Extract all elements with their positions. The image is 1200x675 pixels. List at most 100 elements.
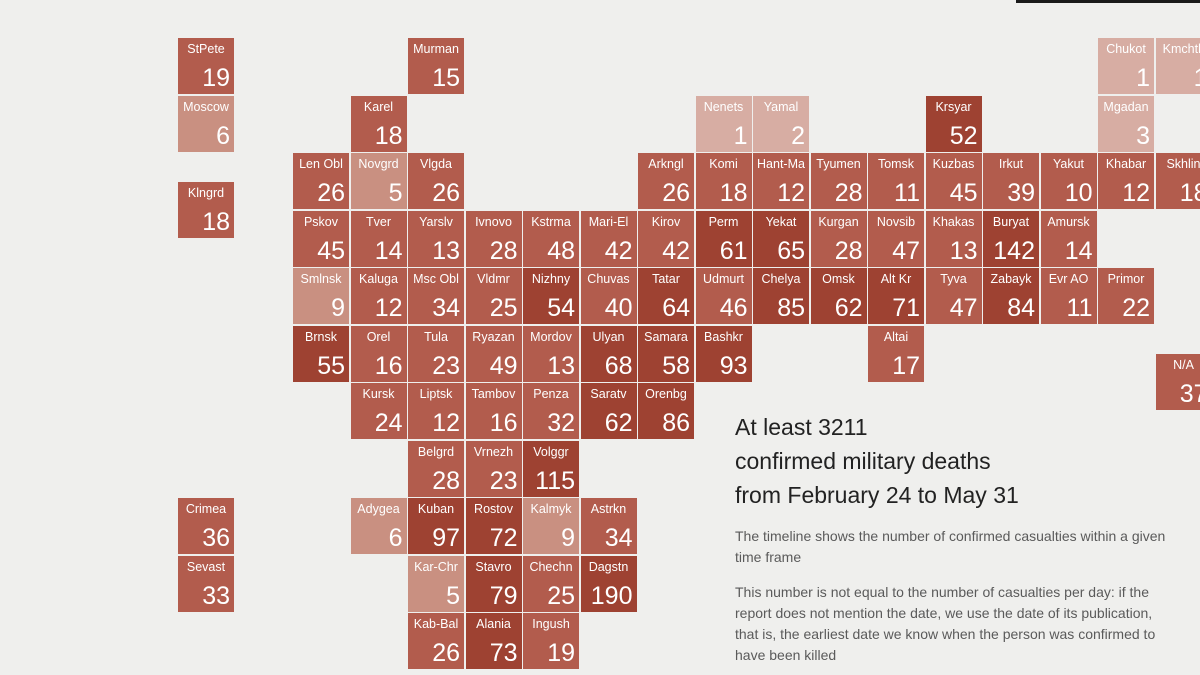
region-tile-krsyar[interactable]: Krsyar 52 [925,95,982,152]
region-tile-buryat[interactable]: Buryat 142 [983,210,1039,267]
region-tile-msc-obl[interactable]: Msc Obl 34 [408,268,464,324]
region-value: 45 [949,179,978,207]
region-tile-ulyan[interactable]: Ulyan 68 [580,325,637,382]
region-tile-tatar[interactable]: Tatar 64 [638,268,694,324]
region-tile-irkut[interactable]: Irkut 39 [983,153,1039,209]
region-tile-kuzbas[interactable]: Kuzbas 45 [925,153,982,209]
region-tile-khakas[interactable]: Khakas 13 [925,210,982,267]
region-tile-udmurt[interactable]: Udmurt 46 [695,268,752,324]
region-tile-evr-ao[interactable]: Evr AO 11 [1040,268,1097,324]
region-tile-len-obl[interactable]: Len Obl 26 [293,153,349,209]
region-tile-tyva[interactable]: Tyva 47 [925,268,982,324]
region-tile-rostov[interactable]: Rostov 72 [465,498,522,554]
region-tile-n-a[interactable]: N/A 37 [1155,354,1200,411]
region-tile-yarslv[interactable]: Yarslv 13 [408,210,464,267]
region-tile-sevast[interactable]: Sevast 33 [178,555,234,612]
region-tile-bashkr[interactable]: Bashkr 93 [695,325,752,382]
region-tile-komi[interactable]: Komi 18 [695,153,752,209]
region-tile-stpete[interactable]: StPete 19 [178,38,234,94]
region-tile-dagstn[interactable]: Dagstn 190 [580,555,637,612]
region-tile-karel[interactable]: Karel 18 [350,95,407,152]
region-tile-brnsk[interactable]: Brnsk 55 [293,325,349,382]
region-tile-novgrd[interactable]: Novgrd 5 [350,153,407,209]
region-tile-tver[interactable]: Tver 14 [350,210,407,267]
region-tile-vlgda[interactable]: Vlgda 26 [408,153,464,209]
region-tile-mordov[interactable]: Mordov 13 [523,325,579,382]
region-tile-stavro[interactable]: Stavro 79 [465,555,522,612]
region-tile-yakut[interactable]: Yakut 10 [1040,153,1097,209]
region-value: 190 [590,581,633,610]
region-tile-kursk[interactable]: Kursk 24 [350,383,407,439]
region-label: Klngrd [187,185,225,200]
region-label: Kuzbas [932,157,975,171]
region-tile-skhlin[interactable]: Skhlin 18 [1155,153,1200,209]
region-tile-arkngl[interactable]: Arkngl 26 [638,153,694,209]
region-tile-yamal[interactable]: Yamal 2 [753,95,809,152]
region-label: Komi [709,157,738,171]
region-tile-kab-bal[interactable]: Kab-Bal 26 [408,613,464,669]
region-tile-kirov[interactable]: Kirov 42 [638,210,694,267]
region-value: 2 [791,121,805,150]
region-tile-ivnovo[interactable]: Ivnovo 28 [465,210,522,267]
region-tile-klngrd[interactable]: Klngrd 18 [178,181,234,238]
region-tile-chuvas[interactable]: Chuvas 40 [580,268,637,324]
region-tile-kmchtk[interactable]: Kmchtk 1 [1155,38,1200,94]
region-tile-murman[interactable]: Murman 15 [408,38,464,94]
region-tile-khabar[interactable]: Khabar 12 [1098,153,1154,209]
region-tile-volggr[interactable]: Volggr 115 [523,440,579,497]
region-value: 40 [604,294,633,322]
region-tile-hant-ma[interactable]: Hant-Ma 12 [753,153,809,209]
region-tile-tambov[interactable]: Tambov 16 [465,383,522,439]
region-tile-altai[interactable]: Altai 17 [868,325,924,382]
region-tile-orenbg[interactable]: Orenbg 86 [638,383,694,439]
region-tile-vrnezh[interactable]: Vrnezh 23 [465,440,522,497]
region-tile-kalmyk[interactable]: Kalmyk 9 [523,498,579,554]
region-value: 13 [949,236,978,265]
region-tile-omsk[interactable]: Omsk 62 [810,268,867,324]
region-tile-primor[interactable]: Primor 22 [1098,268,1154,324]
region-tile-nenets[interactable]: Nenets 1 [695,95,752,152]
region-tile-adygea[interactable]: Adygea 6 [350,498,407,554]
region-tile-kuban[interactable]: Kuban 97 [408,498,464,554]
region-tile-saratv[interactable]: Saratv 62 [580,383,637,439]
region-tile-amursk[interactable]: Amursk 14 [1040,210,1097,267]
region-tile-liptsk[interactable]: Liptsk 12 [408,383,464,439]
region-tile-samara[interactable]: Samara 58 [638,325,694,382]
region-tile-kar-chr[interactable]: Kar-Chr 5 [408,555,464,612]
region-tile-smlnsk[interactable]: Smlnsk 9 [293,268,349,324]
region-tile-belgrd[interactable]: Belgrd 28 [408,440,464,497]
region-tile-penza[interactable]: Penza 32 [523,383,579,439]
region-tile-moscow[interactable]: Moscow 6 [178,95,234,152]
region-value: 73 [489,639,518,667]
region-tile-nizhny[interactable]: Nizhny 54 [523,268,579,324]
region-tile-mari-el[interactable]: Mari-El 42 [580,210,637,267]
region-tile-pskov[interactable]: Pskov 45 [293,210,349,267]
region-tile-vldmr[interactable]: Vldmr 25 [465,268,522,324]
region-tile-ryazan[interactable]: Ryazan 49 [465,325,522,382]
region-tile-alania[interactable]: Alania 73 [465,613,522,669]
region-tile-crimea[interactable]: Crimea 36 [178,498,234,554]
region-tile-chukot[interactable]: Chukot 1 [1098,38,1154,94]
region-tile-mgadan[interactable]: Mgadan 3 [1098,95,1154,152]
region-tile-tyumen[interactable]: Tyumen 28 [810,153,867,209]
region-tile-perm[interactable]: Perm 61 [695,210,752,267]
region-tile-ingush[interactable]: Ingush 19 [523,613,579,669]
region-value: 115 [535,466,575,495]
region-tile-kstrma[interactable]: Kstrma 48 [523,210,579,267]
region-value: 54 [547,294,575,322]
region-tile-novsib[interactable]: Novsib 47 [868,210,924,267]
region-tile-chechn[interactable]: Chechn 25 [523,555,579,612]
region-tile-astrkn[interactable]: Astrkn 34 [580,498,637,554]
region-tile-tomsk[interactable]: Tomsk 11 [868,153,924,209]
region-value: 47 [892,236,920,265]
region-tile-orel[interactable]: Orel 16 [350,325,407,382]
region-tile-alt-kr[interactable]: Alt Kr 71 [868,268,924,324]
region-tile-yekat[interactable]: Yekat 65 [753,210,809,267]
region-value: 86 [662,409,690,437]
region-tile-tula[interactable]: Tula 23 [408,325,464,382]
region-value: 5 [388,179,403,207]
region-tile-kurgan[interactable]: Kurgan 28 [810,210,867,267]
region-tile-kaluga[interactable]: Kaluga 12 [350,268,407,324]
region-tile-zabayk[interactable]: Zabayk 84 [983,268,1039,324]
region-tile-chelya[interactable]: Chelya 85 [753,268,809,324]
